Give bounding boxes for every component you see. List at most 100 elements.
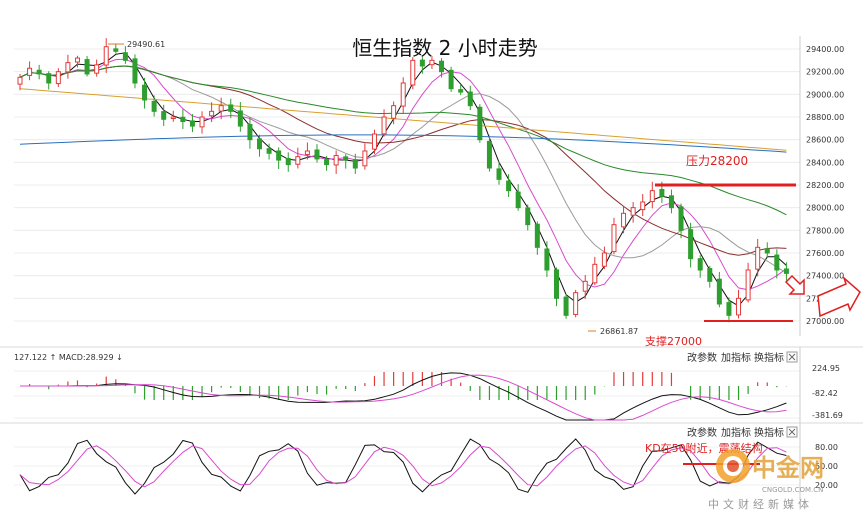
low-marker: 26861.87	[588, 327, 638, 336]
candle	[151, 95, 157, 117]
resistance-level: 压力28200	[655, 154, 796, 187]
brand-name: 中金网	[752, 454, 824, 482]
candle	[458, 84, 464, 96]
y-tick-label: 28200.00	[806, 181, 844, 190]
candle	[467, 85, 473, 110]
kd-close-icon[interactable]	[786, 426, 798, 438]
candle	[419, 57, 425, 74]
resistance-label: 压力28200	[686, 154, 748, 168]
candle	[84, 56, 90, 77]
candle	[94, 59, 100, 77]
y-tick-label: 28400.00	[806, 158, 844, 167]
candle	[774, 249, 780, 279]
macd-tick-bottom: -381.69	[812, 411, 843, 420]
candle	[486, 135, 492, 172]
candle	[132, 54, 138, 89]
y-tick-label: 28800.00	[806, 113, 844, 122]
kd-tick-80: 80.00	[815, 443, 838, 452]
candle	[563, 294, 569, 319]
candle	[199, 111, 205, 134]
candle	[295, 147, 301, 169]
candle	[534, 221, 540, 255]
macd-toolbar: 改参数 加指标 换指标	[687, 351, 798, 364]
macd-add-indicator-button[interactable]: 加指标	[721, 351, 751, 364]
candle	[755, 238, 761, 277]
macd-dif-line	[20, 372, 787, 421]
candle	[381, 109, 387, 137]
low-label: 26861.87	[600, 327, 638, 336]
candle	[228, 98, 234, 119]
candle	[707, 265, 713, 288]
candle	[601, 246, 607, 270]
candle	[343, 154, 349, 169]
candle	[764, 242, 770, 259]
macd-histogram	[28, 372, 788, 400]
candle	[209, 102, 215, 123]
candle	[122, 46, 128, 64]
candle	[544, 241, 550, 277]
candle	[621, 206, 627, 234]
kd-y-axis: 80.00 50.00 20.00	[815, 443, 838, 490]
candle	[218, 97, 224, 120]
macd-switch-indicator-button[interactable]: 换指标	[754, 351, 784, 364]
macd-label: 127.122 ↑ MACD:28.929 ↓	[14, 353, 123, 362]
candle	[391, 101, 397, 125]
kd-toolbar: 改参数 加指标 换指标	[687, 426, 798, 439]
down-arrow-icon	[784, 274, 805, 295]
kd-lines	[19, 438, 787, 495]
candle	[582, 275, 588, 299]
candle	[678, 203, 684, 239]
macd-edit-params-button[interactable]: 改参数	[687, 351, 717, 364]
macd-tick-mid: -82.42	[812, 389, 838, 398]
kd-tick-20: 20.00	[815, 481, 838, 490]
candle	[410, 57, 416, 90]
candle	[371, 129, 377, 155]
candlesticks	[17, 38, 789, 323]
candle	[525, 204, 531, 231]
candle	[247, 117, 253, 149]
ma120-line	[19, 134, 787, 153]
candle	[17, 73, 23, 91]
price-y-axis: 29400.00 29200.00 29000.00 28800.00 28600.00…	[806, 45, 844, 326]
candle	[314, 144, 320, 163]
macd-tick-top: 224.95	[812, 364, 840, 373]
kd-edit-params-button[interactable]: 改参数	[687, 426, 717, 439]
candle	[237, 102, 243, 132]
candle	[142, 77, 148, 109]
y-tick-label: 29400.00	[806, 45, 844, 54]
candle	[27, 61, 33, 81]
candle	[46, 71, 52, 90]
candle	[400, 77, 406, 114]
candle	[745, 262, 751, 303]
candle	[506, 174, 512, 197]
candle	[180, 109, 186, 129]
candle	[103, 38, 109, 73]
brand-watermark: 中金网 CNGOLD.COM.CN 中文财经新媒体	[708, 449, 824, 511]
macd-lines	[20, 372, 787, 421]
candle	[630, 202, 636, 223]
y-tick-label: 28600.00	[806, 136, 844, 145]
kd-k-line	[19, 438, 787, 495]
macd-close-icon[interactable]	[786, 351, 798, 363]
macd-dea-line	[20, 374, 787, 421]
candle	[362, 143, 368, 170]
y-tick-label: 27400.00	[806, 272, 844, 281]
macd-y-axis: 224.95 -82.42 -381.69	[812, 364, 843, 420]
candle	[285, 152, 291, 172]
kd-add-indicator-button[interactable]: 加指标	[721, 426, 751, 439]
kd-switch-indicator-button[interactable]: 换指标	[754, 426, 784, 439]
y-tick-label: 27000.00	[806, 317, 844, 326]
ma250-line	[19, 88, 787, 151]
candle	[439, 58, 445, 78]
candle	[36, 64, 42, 80]
candle	[113, 43, 119, 54]
candle	[189, 114, 195, 133]
kd-d-line	[19, 445, 787, 488]
candle	[477, 104, 483, 143]
high-label: 29490.61	[127, 40, 165, 49]
candle	[573, 289, 579, 318]
candle	[716, 271, 722, 308]
candle	[611, 217, 617, 255]
y-tick-label: 29000.00	[806, 90, 844, 99]
